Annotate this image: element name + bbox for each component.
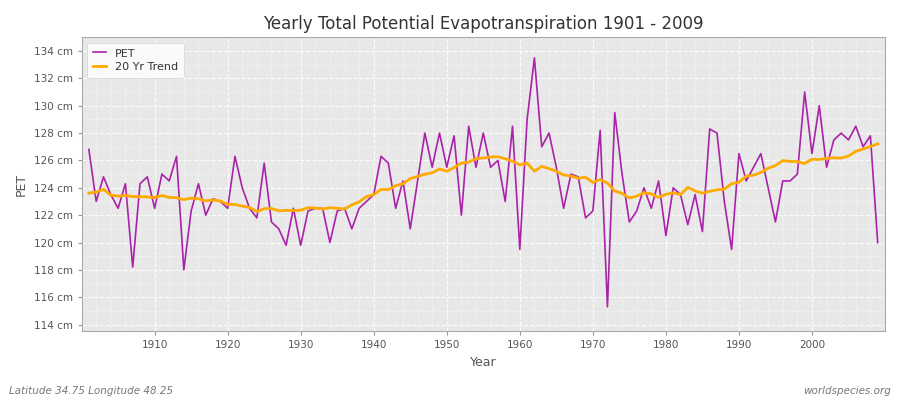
PET [602,304,613,309]
Y-axis label: PET: PET [15,173,28,196]
Text: Latitude 34.75 Longitude 48.25: Latitude 34.75 Longitude 48.25 [9,386,173,396]
PET [507,124,517,129]
20 Yr Trend [251,209,262,214]
Title: Yearly Total Potential Evapotranspiration 1901 - 2009: Yearly Total Potential Evapotranspiratio… [263,15,704,33]
20 Yr Trend [84,191,94,196]
PET [346,226,357,231]
20 Yr Trend [354,200,364,204]
PET [515,247,526,252]
Line: PET: PET [89,58,878,307]
X-axis label: Year: Year [470,356,497,369]
PET [616,172,627,176]
Line: 20 Yr Trend: 20 Yr Trend [89,144,878,212]
20 Yr Trend [872,142,883,146]
PET [302,209,313,214]
20 Yr Trend [310,206,320,210]
20 Yr Trend [522,161,533,166]
PET [872,240,883,245]
20 Yr Trend [609,189,620,194]
Legend: PET, 20 Yr Trend: PET, 20 Yr Trend [87,43,184,78]
Text: worldspecies.org: worldspecies.org [803,386,891,396]
PET [142,174,153,179]
PET [84,147,94,152]
PET [529,56,540,60]
20 Yr Trend [515,162,526,167]
20 Yr Trend [142,194,153,199]
